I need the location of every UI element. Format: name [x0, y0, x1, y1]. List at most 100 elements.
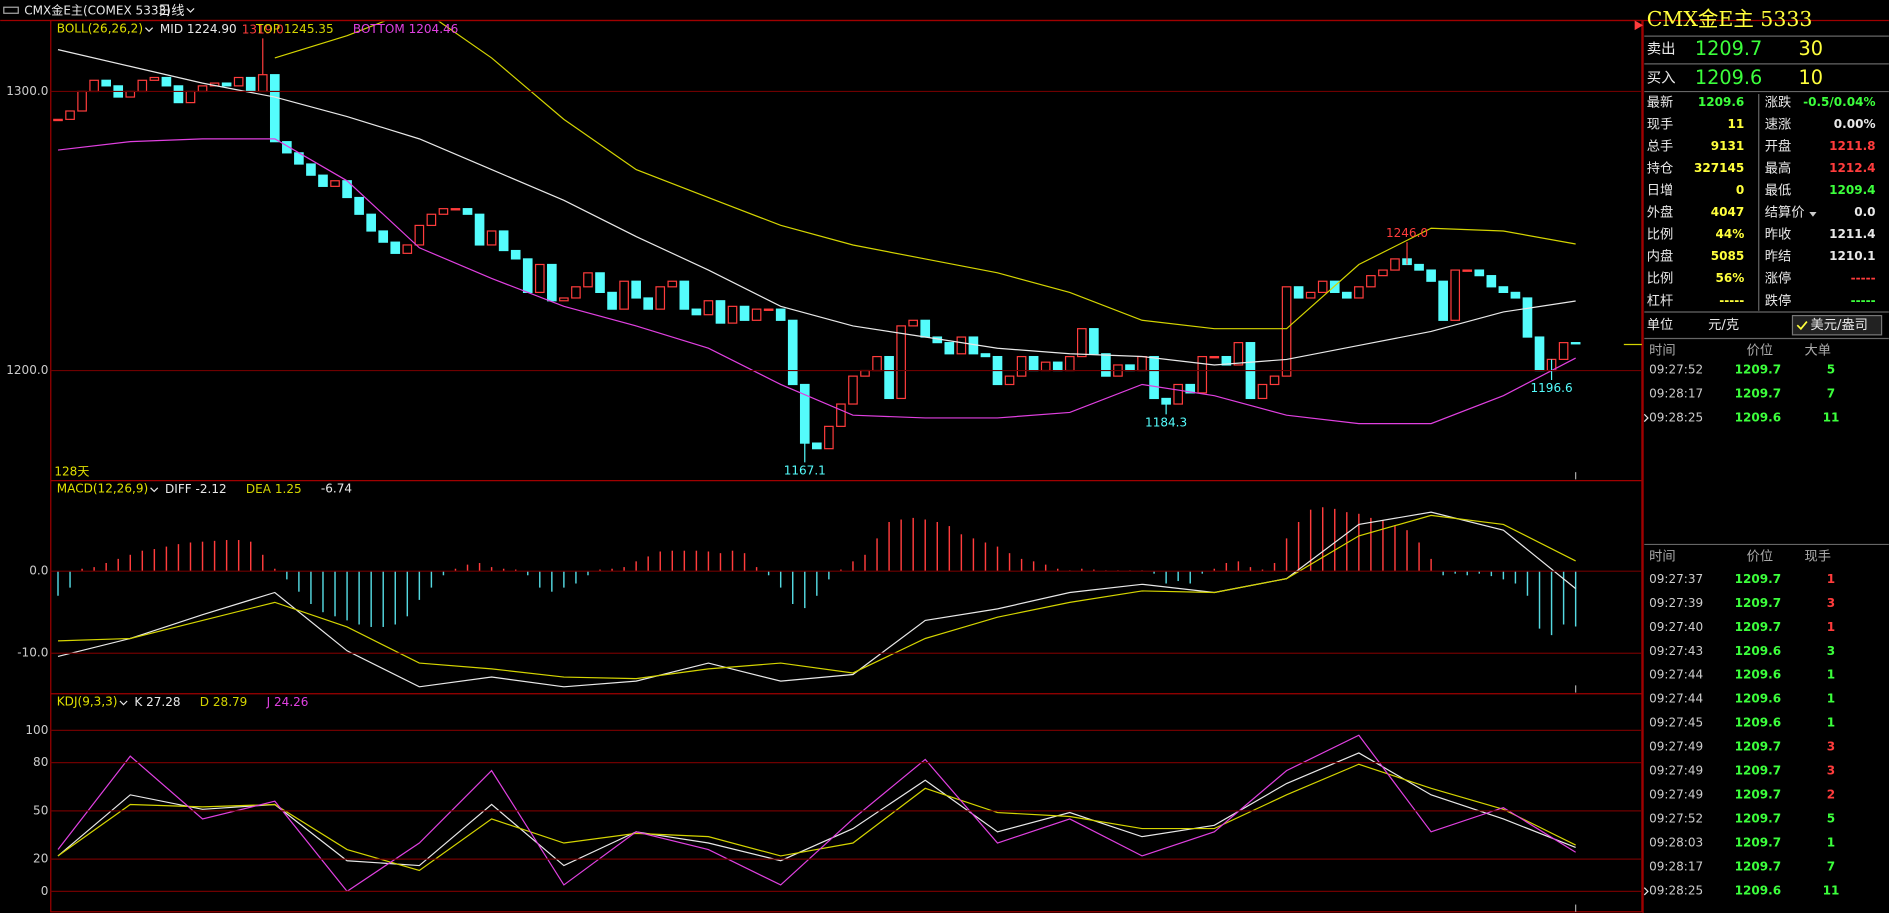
dropdown-arrow[interactable] [1809, 211, 1817, 217]
tick-price: 1209.7 [1735, 572, 1781, 586]
candle [1305, 291, 1316, 299]
plots [53, 21, 1581, 893]
trade-volume: 5 [1827, 362, 1835, 376]
stat-value: 0.0 [1854, 205, 1875, 219]
period-selector[interactable]: 日线 [158, 3, 184, 19]
chart-frame [50, 19, 1643, 913]
legend-entry: D 28.79 [200, 695, 248, 709]
trade-time: 09:28:17 [1649, 386, 1703, 400]
unit-option-box[interactable] [1791, 314, 1883, 336]
y-tick-label: 100 [25, 723, 48, 737]
tick-time: 09:27:39 [1649, 596, 1703, 610]
candle [53, 118, 63, 122]
candle [727, 305, 738, 324]
candle [751, 308, 762, 321]
tick-price: 1209.7 [1735, 836, 1781, 850]
stat-value: 56% [1715, 271, 1744, 285]
indicator-line [57, 511, 1577, 688]
candle [1390, 258, 1400, 271]
candle [908, 319, 919, 327]
candle [763, 308, 774, 311]
stat-label: 外盘 [1647, 204, 1673, 221]
indicator-title: KDJ(9,3,3) [57, 695, 118, 709]
candle [1052, 361, 1063, 372]
indicator-line [274, 21, 1576, 330]
candle [221, 82, 232, 87]
dropdown-arrow[interactable] [145, 27, 154, 33]
check-mark [1796, 321, 1808, 331]
candle [860, 369, 870, 377]
tick-volume: 1 [1827, 620, 1835, 634]
candle [1040, 361, 1051, 372]
tick-time: 09:27:40 [1649, 620, 1703, 634]
legend-name: DIFF [165, 482, 192, 496]
candle [149, 76, 160, 81]
tick-time: 09:27:44 [1649, 668, 1703, 682]
dropdown-arrow[interactable] [119, 700, 128, 706]
annotation: 1167.1 [784, 463, 826, 477]
stat-value: 4047 [1711, 205, 1745, 219]
stat-value: 11 [1728, 117, 1745, 131]
stat-label: 涨跌 [1765, 94, 1791, 110]
candle [318, 174, 328, 187]
order-label: 卖出 [1647, 40, 1676, 57]
column-header: 大单 [1805, 343, 1831, 359]
current-row-marker [1643, 413, 1649, 422]
candle [571, 286, 581, 299]
candle [595, 272, 605, 293]
dropdown-arrow[interactable] [150, 487, 159, 493]
unit-option[interactable]: 美元/盎司 [1811, 317, 1868, 333]
dropdown-arrow[interactable] [186, 8, 195, 13]
trade-time: 09:27:52 [1649, 362, 1703, 376]
candle [1474, 269, 1485, 277]
tick-volume: 1 [1827, 692, 1835, 706]
stat-value: 0 [1736, 183, 1744, 197]
candle [824, 425, 834, 450]
indicator-title: BOLL(26,26,2) [57, 21, 143, 35]
legend-entry: TOP 1245.35 [255, 21, 334, 35]
annotation: 1196.6 [1531, 381, 1573, 395]
candle [173, 85, 184, 104]
candle [498, 230, 509, 252]
stat-value: -0.5/0.04% [1803, 95, 1875, 109]
candle [378, 230, 389, 243]
menu-icon[interactable] [3, 6, 19, 14]
column-header: 时间 [1649, 548, 1675, 564]
stat-value: 1209.4 [1829, 183, 1875, 197]
candle [787, 319, 798, 386]
candle [1269, 375, 1280, 386]
trade-price: 1209.7 [1735, 386, 1781, 400]
y-tick-label: 1300.0 [6, 84, 48, 98]
candle [1257, 383, 1268, 400]
candle [486, 230, 497, 246]
candle [137, 79, 148, 93]
unit-option[interactable]: 元/克 [1708, 317, 1739, 333]
annotation: 1319.0 [242, 22, 284, 36]
stat-value: 327145 [1694, 161, 1744, 175]
y-tick-label: 80 [33, 755, 48, 769]
stat-label: 日增 [1647, 183, 1673, 199]
symbol-label: CMX金E主(COMEX 5333) [24, 2, 171, 17]
stat-label: 杠杆 [1647, 293, 1673, 309]
order-volume: 30 [1798, 37, 1823, 60]
stat-value: 1209.6 [1698, 95, 1744, 109]
candle [282, 141, 292, 154]
candle [1125, 364, 1135, 372]
candle [1149, 355, 1159, 400]
candle [1522, 297, 1533, 338]
candle [354, 196, 364, 215]
current-row-marker [1643, 887, 1649, 896]
candle [1534, 336, 1545, 372]
candle [703, 300, 714, 316]
candle [1558, 342, 1569, 360]
stat-value: ----- [1851, 271, 1876, 285]
stat-value: 1212.4 [1829, 161, 1875, 175]
candle [245, 76, 256, 93]
candle [101, 79, 111, 87]
candle [607, 291, 617, 310]
tick-volume: 1 [1827, 836, 1835, 850]
legend-entry: BOTTOM 1204.46 [353, 21, 458, 35]
